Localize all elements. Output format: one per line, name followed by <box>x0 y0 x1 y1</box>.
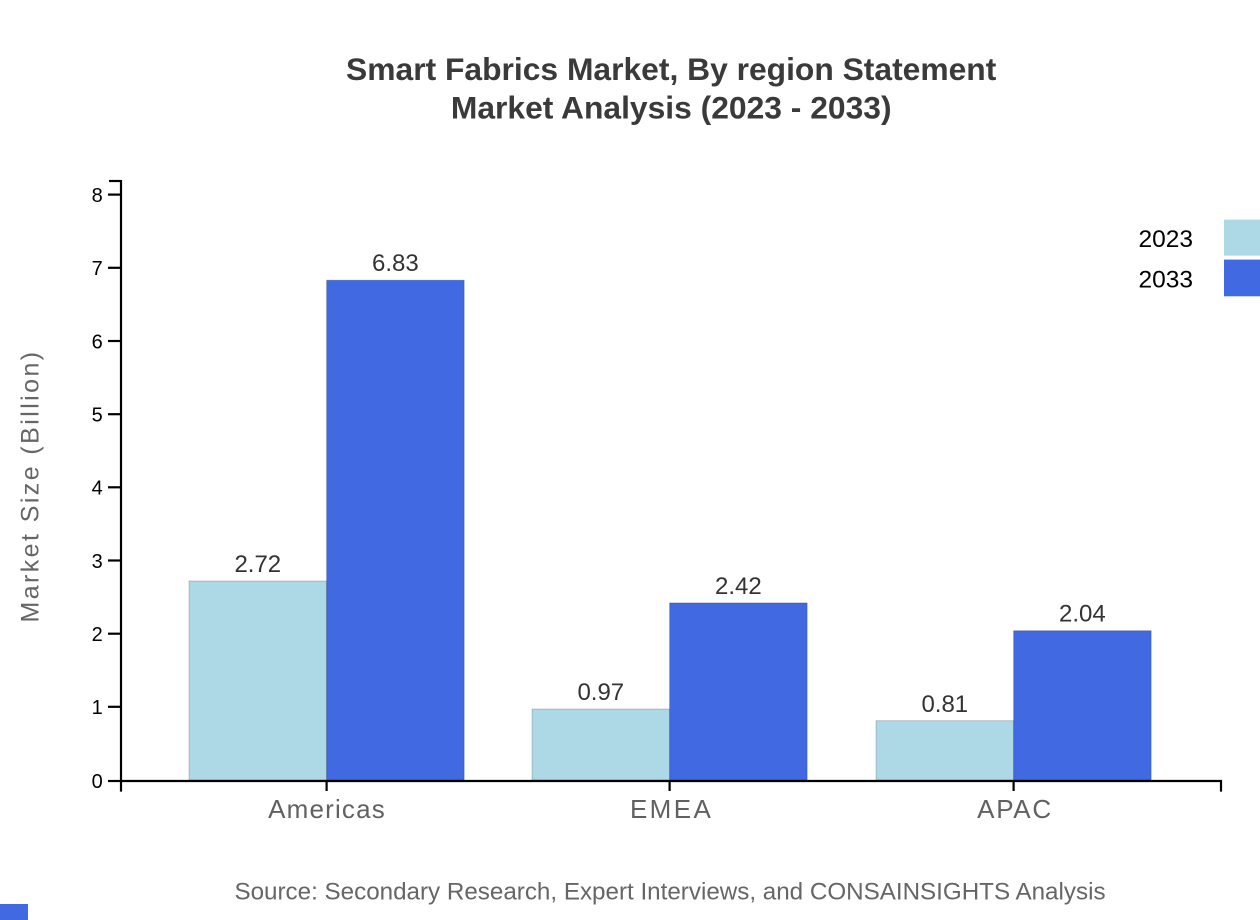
svg-text:Smart Fabrics Market, By regio: Smart Fabrics Market, By region Statemen… <box>346 51 997 87</box>
svg-text:4: 4 <box>92 478 103 500</box>
svg-text:3: 3 <box>92 551 103 573</box>
svg-text:2.04: 2.04 <box>1059 601 1106 628</box>
svg-text:1: 1 <box>92 697 103 719</box>
svg-text:2.72: 2.72 <box>234 551 281 578</box>
svg-text:5: 5 <box>92 405 103 427</box>
svg-text:Market Analysis (2023 - 2033): Market Analysis (2023 - 2033) <box>451 90 892 126</box>
svg-text:2033: 2033 <box>1138 267 1193 294</box>
svg-text:0.97: 0.97 <box>577 679 624 706</box>
svg-text:0.81: 0.81 <box>921 691 968 718</box>
svg-text:8: 8 <box>92 185 103 207</box>
svg-text:6.83: 6.83 <box>372 250 419 277</box>
svg-text:APAC: APAC <box>977 794 1053 824</box>
svg-text:2023: 2023 <box>1138 226 1193 253</box>
svg-text:EMEA: EMEA <box>630 794 713 824</box>
svg-text:Source: Secondary Research, Ex: Source: Secondary Research, Expert Inter… <box>234 878 1105 905</box>
svg-text:Market Size (Billion): Market Size (Billion) <box>17 349 45 622</box>
svg-text:2: 2 <box>92 624 103 646</box>
svg-text:Americas: Americas <box>268 794 386 824</box>
svg-text:6: 6 <box>92 331 103 353</box>
svg-text:0: 0 <box>92 771 103 793</box>
svg-text:7: 7 <box>92 258 103 280</box>
svg-text:2.42: 2.42 <box>715 573 762 600</box>
